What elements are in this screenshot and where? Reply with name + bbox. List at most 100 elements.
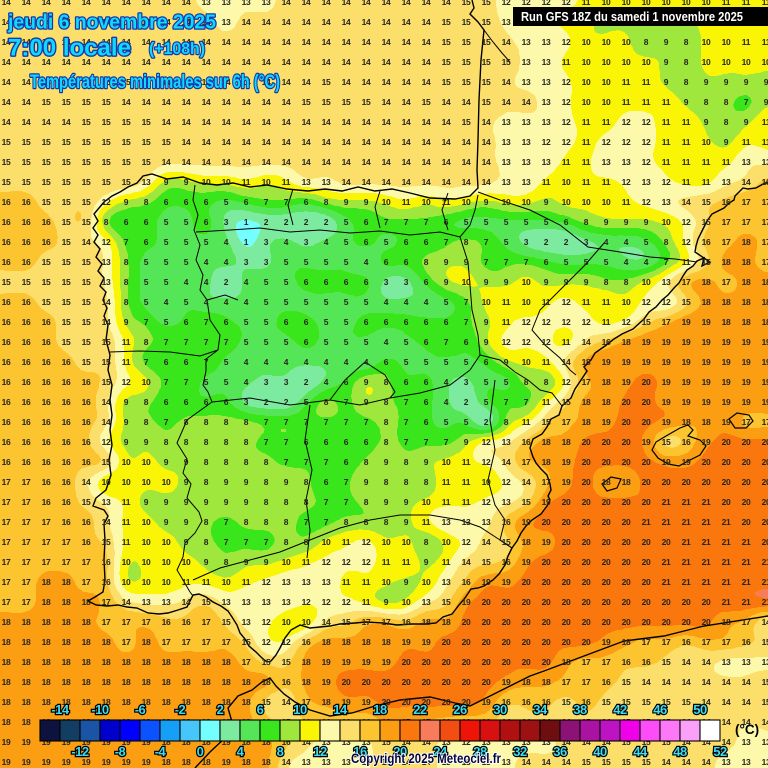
svg-text:15: 15 <box>142 117 151 127</box>
svg-text:14: 14 <box>162 97 171 107</box>
svg-text:14: 14 <box>242 117 251 127</box>
svg-text:12: 12 <box>342 557 351 567</box>
svg-text:7: 7 <box>204 357 209 367</box>
svg-text:50: 50 <box>693 702 707 717</box>
svg-text:11: 11 <box>542 357 551 367</box>
svg-text:8: 8 <box>244 417 249 427</box>
svg-text:16: 16 <box>42 317 51 327</box>
svg-text:7: 7 <box>344 497 349 507</box>
svg-text:7: 7 <box>464 317 469 327</box>
svg-text:18: 18 <box>722 257 731 267</box>
svg-text:15: 15 <box>342 97 351 107</box>
svg-text:14: 14 <box>202 157 211 167</box>
svg-text:5: 5 <box>444 297 449 307</box>
svg-text:7: 7 <box>304 517 309 527</box>
svg-text:10: 10 <box>502 197 511 207</box>
svg-text:15: 15 <box>122 117 131 127</box>
svg-text:19: 19 <box>762 397 768 407</box>
svg-text:16: 16 <box>22 437 31 447</box>
svg-text:20: 20 <box>622 497 631 507</box>
svg-text:10: 10 <box>142 537 151 547</box>
svg-text:20: 20 <box>662 617 671 627</box>
svg-text:9: 9 <box>724 77 729 87</box>
svg-text:5: 5 <box>644 237 649 247</box>
svg-text:17: 17 <box>682 277 691 287</box>
svg-text:16: 16 <box>82 517 91 527</box>
svg-text:14: 14 <box>742 177 751 187</box>
svg-text:16: 16 <box>62 417 71 427</box>
svg-text:14: 14 <box>702 757 711 767</box>
svg-text:15: 15 <box>322 77 331 87</box>
svg-text:5: 5 <box>244 317 249 327</box>
svg-text:19: 19 <box>22 757 31 767</box>
svg-text:22: 22 <box>413 702 427 717</box>
svg-text:21: 21 <box>702 557 711 567</box>
svg-text:20: 20 <box>642 477 651 487</box>
svg-text:14: 14 <box>542 757 551 767</box>
svg-text:16: 16 <box>102 577 111 587</box>
svg-text:16: 16 <box>82 437 91 447</box>
svg-text:11: 11 <box>542 397 551 407</box>
svg-text:12: 12 <box>622 177 631 187</box>
svg-text:11: 11 <box>402 557 411 567</box>
svg-text:14: 14 <box>522 97 531 107</box>
svg-text:9: 9 <box>464 437 469 447</box>
svg-text:11: 11 <box>122 517 131 527</box>
svg-text:18: 18 <box>102 657 111 667</box>
svg-text:14: 14 <box>302 57 311 67</box>
svg-text:9: 9 <box>344 197 349 207</box>
svg-text:11: 11 <box>602 177 611 187</box>
svg-text:15: 15 <box>122 137 131 147</box>
svg-text:15: 15 <box>622 737 631 747</box>
svg-text:12: 12 <box>642 297 651 307</box>
svg-text:19: 19 <box>362 657 371 667</box>
svg-text:14: 14 <box>362 0 371 7</box>
svg-text:18: 18 <box>542 457 551 467</box>
svg-text:6: 6 <box>384 317 389 327</box>
svg-text:21: 21 <box>702 537 711 547</box>
svg-text:19: 19 <box>722 397 731 407</box>
svg-text:16: 16 <box>522 697 531 707</box>
svg-text:17: 17 <box>742 617 751 627</box>
svg-text:9: 9 <box>704 77 709 87</box>
svg-text:16: 16 <box>2 237 11 247</box>
svg-text:14: 14 <box>242 17 251 27</box>
svg-text:18: 18 <box>82 617 91 627</box>
svg-text:19: 19 <box>662 397 671 407</box>
svg-text:17: 17 <box>22 577 31 587</box>
svg-text:20: 20 <box>762 517 768 527</box>
svg-text:9: 9 <box>604 217 609 227</box>
svg-text:11: 11 <box>502 317 511 327</box>
svg-text:11: 11 <box>602 317 611 327</box>
svg-text:13: 13 <box>502 437 511 447</box>
svg-text:18: 18 <box>22 637 31 647</box>
svg-text:14: 14 <box>642 677 651 687</box>
svg-text:9: 9 <box>544 197 549 207</box>
svg-text:17: 17 <box>542 477 551 487</box>
svg-text:13: 13 <box>442 737 451 747</box>
svg-text:38: 38 <box>573 702 587 717</box>
svg-text:11: 11 <box>282 177 291 187</box>
svg-text:13: 13 <box>502 177 511 187</box>
svg-text:6: 6 <box>304 337 309 347</box>
svg-text:16: 16 <box>62 377 71 387</box>
svg-text:18: 18 <box>222 677 231 687</box>
svg-text:3: 3 <box>244 397 249 407</box>
svg-text:13: 13 <box>542 737 551 747</box>
svg-text:9: 9 <box>124 397 129 407</box>
svg-text:17: 17 <box>562 417 571 427</box>
svg-text:14: 14 <box>322 57 331 67</box>
svg-text:14: 14 <box>82 237 91 247</box>
svg-text:13: 13 <box>142 597 151 607</box>
svg-text:9: 9 <box>164 517 169 527</box>
svg-text:12: 12 <box>482 457 491 467</box>
svg-text:14: 14 <box>2 97 11 107</box>
svg-text:12: 12 <box>662 297 671 307</box>
svg-text:19: 19 <box>522 557 531 567</box>
svg-text:14: 14 <box>422 137 431 147</box>
svg-text:12: 12 <box>682 237 691 247</box>
svg-text:17: 17 <box>562 677 571 687</box>
svg-text:8: 8 <box>504 417 509 427</box>
svg-text:6: 6 <box>564 217 569 227</box>
svg-text:9: 9 <box>184 517 189 527</box>
